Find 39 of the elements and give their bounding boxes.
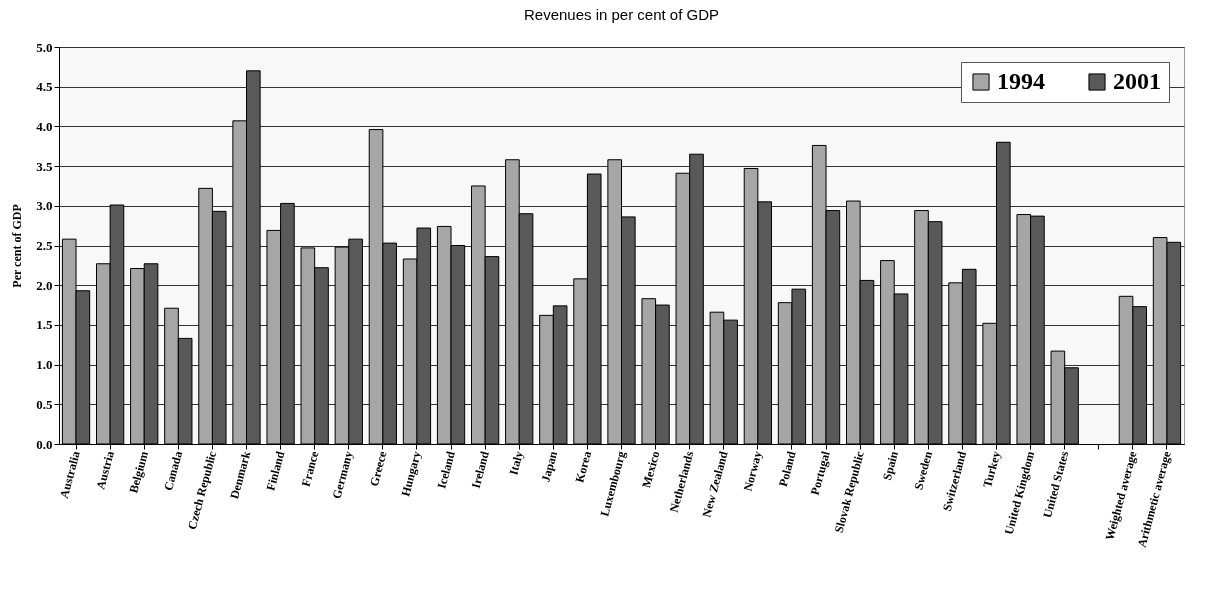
x-tick-label: Greece bbox=[366, 449, 390, 488]
y-tick-label: 4.0 bbox=[36, 118, 53, 134]
y-tick-label: 2.0 bbox=[36, 277, 53, 293]
chart-title: Revenues in per cent of GDP bbox=[523, 6, 720, 23]
y-tick-label: 3.5 bbox=[36, 158, 53, 174]
y-tick-label: 1.5 bbox=[36, 317, 53, 333]
y-axis-title: Per cent of GDP bbox=[10, 204, 25, 288]
x-tick-label: Italy bbox=[506, 449, 526, 477]
x-tick-label: Canada bbox=[161, 449, 186, 492]
x-tick-label: Portugal bbox=[807, 449, 833, 497]
y-tick-label: 0.5 bbox=[36, 396, 53, 412]
y-tick-label: 5.0 bbox=[36, 39, 53, 55]
x-tick-label: Sweden bbox=[911, 449, 936, 492]
x-tick-label: Iceland bbox=[434, 449, 458, 491]
x-tick-label: Austria bbox=[93, 449, 117, 491]
x-tick-label: Finland bbox=[263, 449, 288, 492]
legend-label: 1994 bbox=[997, 68, 1045, 94]
x-tick-label: Japan bbox=[538, 449, 561, 484]
x-tick-label: Australia bbox=[56, 449, 83, 500]
x-tick-label: Spain bbox=[879, 449, 902, 482]
x-tick-label: Slovak Republic bbox=[831, 449, 868, 535]
x-tick-label: United States bbox=[1040, 449, 1072, 520]
x-tick-label: Czech Republic bbox=[184, 449, 220, 531]
x-tick-label: New Zealand bbox=[699, 449, 731, 519]
x-tick-label: Poland bbox=[775, 449, 799, 489]
x-tick-label: Belgium bbox=[126, 449, 151, 495]
y-tick-label: 2.5 bbox=[36, 238, 53, 253]
legend-label: 2001 bbox=[1113, 68, 1161, 94]
y-tick-label: 4.5 bbox=[36, 79, 53, 95]
x-tick-label: Korea bbox=[572, 449, 595, 485]
y-tick-label: 3.0 bbox=[36, 198, 53, 214]
x-tick-label: Norway bbox=[740, 449, 765, 493]
y-tick-label: 1.0 bbox=[36, 357, 53, 373]
x-tick-label: Ireland bbox=[468, 449, 492, 490]
x-tick-label: United Kingdom bbox=[1001, 449, 1038, 537]
x-tick-label: Mexico bbox=[639, 449, 663, 490]
x-tick-label: Turkey bbox=[980, 449, 1004, 489]
y-tick-label: 0.0 bbox=[36, 436, 53, 452]
x-tick-label: France bbox=[298, 449, 322, 489]
